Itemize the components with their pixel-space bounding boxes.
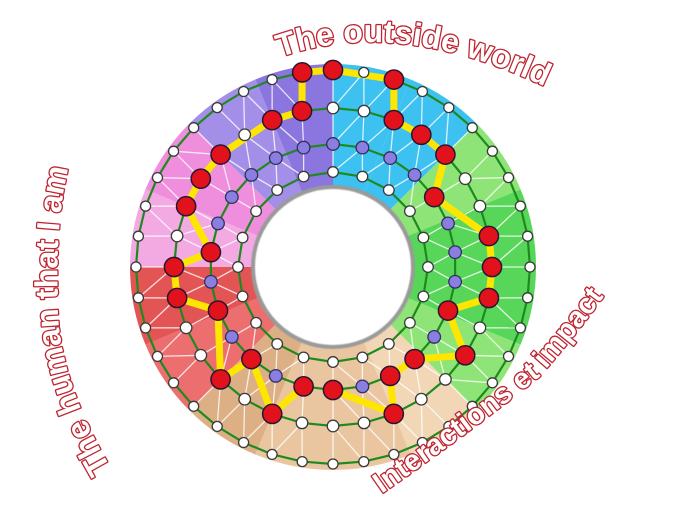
svg-text:The human that I am: The human that I am [28,162,117,482]
